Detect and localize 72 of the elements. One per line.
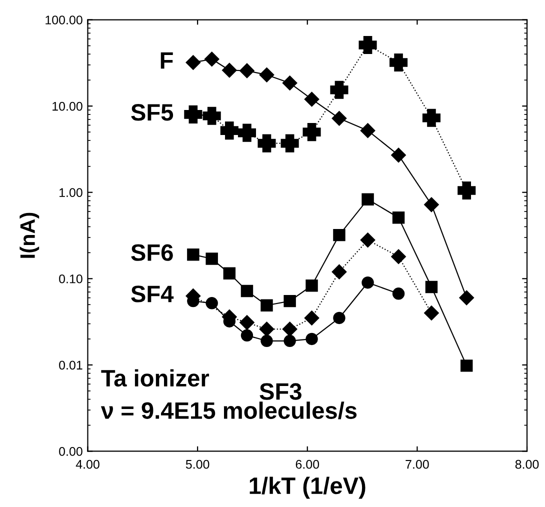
point	[330, 80, 348, 99]
series-label: SF4	[131, 286, 174, 302]
y-tick-label: 0.00	[59, 447, 82, 456]
point	[360, 123, 376, 138]
point	[422, 108, 441, 127]
point	[238, 124, 256, 142]
series-label: SF3	[260, 383, 302, 400]
point	[223, 267, 236, 280]
point	[184, 105, 202, 124]
point	[362, 276, 374, 289]
point	[333, 312, 346, 324]
point	[391, 249, 406, 264]
series-label: SF6	[131, 244, 173, 261]
point	[302, 123, 321, 142]
point	[284, 294, 296, 308]
point	[391, 148, 406, 163]
point	[206, 252, 218, 265]
point	[280, 134, 299, 152]
annotation: Ta ionizer	[101, 369, 210, 387]
y-tick-label: 10.00	[52, 102, 82, 111]
x-tick-label: 8.00	[515, 460, 539, 469]
point	[260, 334, 273, 347]
point	[304, 310, 320, 326]
x-tick-label: 7.00	[406, 460, 429, 469]
point	[240, 284, 254, 298]
point	[424, 306, 439, 320]
point	[222, 62, 237, 78]
point	[220, 122, 238, 140]
point	[362, 193, 374, 206]
x-tick-label: 5.00	[186, 460, 210, 469]
point	[204, 52, 220, 67]
point	[306, 280, 318, 292]
point	[458, 182, 476, 200]
x-axis-title: 1/kT (1/eV)	[250, 476, 366, 499]
point	[360, 232, 376, 248]
point	[186, 55, 201, 70]
point	[282, 322, 298, 337]
point	[460, 360, 473, 372]
point	[332, 264, 347, 280]
y-tick-label: 1.00	[60, 188, 82, 198]
point	[304, 92, 320, 107]
point	[187, 248, 200, 261]
point	[260, 299, 273, 312]
point	[333, 228, 346, 242]
point	[392, 211, 405, 224]
point	[240, 315, 254, 330]
point	[392, 288, 405, 300]
point	[284, 334, 296, 347]
point	[424, 197, 439, 212]
point	[332, 110, 347, 126]
y-tick-label: 0.01	[59, 360, 82, 370]
point	[240, 329, 254, 342]
point	[282, 76, 298, 90]
series-label: SF5	[131, 104, 174, 121]
point	[390, 53, 408, 72]
point	[206, 297, 218, 310]
x-tick-label: 6.00	[296, 460, 320, 469]
point	[259, 322, 274, 337]
series-label: F	[160, 52, 173, 69]
point	[202, 106, 221, 125]
y-axis-title: I(nA)	[20, 212, 40, 258]
point	[358, 36, 377, 54]
point	[306, 332, 318, 346]
annotation: ν = 9.4E15 molecules/s	[100, 402, 357, 420]
x-tick-label: 4.00	[76, 460, 100, 469]
point	[240, 63, 254, 78]
point	[259, 67, 274, 82]
y-tick-label: 0.10	[59, 274, 82, 284]
point	[258, 134, 276, 152]
y-tick-label: 100.00	[46, 16, 82, 24]
point	[459, 290, 474, 306]
point	[425, 280, 438, 294]
